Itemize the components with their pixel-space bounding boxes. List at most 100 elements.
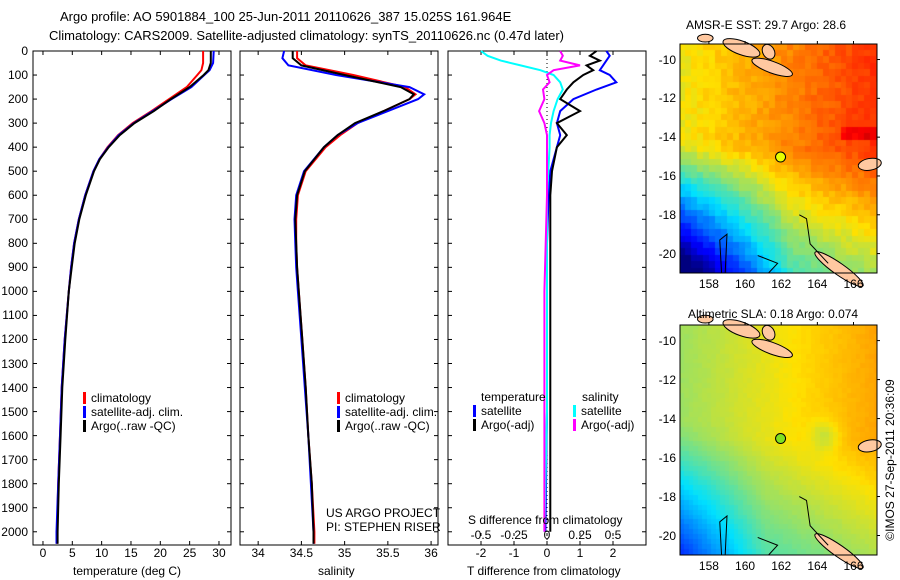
- y-tick-label: 1300: [1, 356, 28, 371]
- island-shape: [761, 324, 776, 341]
- legend-swatch-blue: [473, 405, 476, 417]
- sst-map-title: AMSR-E SST: 29.7 Argo: 28.6: [686, 18, 847, 32]
- legend-t-argo: Argo(-adj): [473, 418, 534, 432]
- y-tick-label: 1500: [1, 404, 28, 419]
- map-x-tick-label: 158: [698, 559, 719, 573]
- x2-tick-label: 0.25: [568, 528, 592, 542]
- map-y-tick-label: -10: [658, 52, 676, 67]
- imos-timestamp: ©IMOS 27-Sep-2011 20:36:09: [883, 379, 897, 541]
- bathymetry-contour: [799, 214, 829, 264]
- island-shape: [722, 319, 761, 339]
- profile-line-argo-raw-qc-: [56, 51, 212, 544]
- legend-label: satellite-adj. clim.: [345, 405, 438, 419]
- legend-climatology: climatology: [83, 391, 151, 405]
- y-tick-label: 800: [7, 236, 28, 251]
- map-x-tick-label: 162: [771, 559, 792, 573]
- legend-title-temperature: temperature: [481, 390, 546, 404]
- x2-tick-label: -0.5: [470, 528, 492, 542]
- y-tick-label: 1100: [2, 308, 28, 323]
- y-tick-label: 100: [7, 68, 28, 83]
- island-shape: [751, 338, 793, 359]
- legend-label: satellite: [481, 404, 522, 418]
- x-tick-label: 34: [251, 546, 265, 560]
- island-shape: [857, 439, 882, 453]
- island-shape: [857, 157, 882, 171]
- y-tick-label: 1700: [1, 452, 28, 467]
- legend-argo: Argo(..raw -QC): [83, 419, 176, 433]
- legend-climatology: climatology: [337, 391, 405, 405]
- island-shape: [814, 533, 864, 570]
- legend-swatch-black: [473, 419, 476, 431]
- y-tick-label: 600: [7, 188, 28, 203]
- x-tick-label: 5: [68, 546, 76, 560]
- map-y-tick-label: -16: [658, 450, 676, 465]
- bathymetry-contour: [757, 536, 779, 556]
- x-tick-label: 2: [609, 546, 617, 560]
- legend-satellite: satellite-adj. clim.: [337, 405, 437, 419]
- x-tick-label: 1: [576, 546, 584, 560]
- figure-title-line1: Argo profile: AO 5901884_100 25-Jun-2011…: [60, 9, 512, 24]
- y-tick-label: 400: [7, 140, 28, 155]
- y-tick-label: 1900: [1, 500, 28, 515]
- legend-label: Argo(..raw -QC): [91, 419, 176, 433]
- x-tick-label: 20: [153, 546, 167, 560]
- legend-satellite: satellite-adj. clim.: [83, 405, 183, 419]
- legend-label: Argo(-adj): [581, 418, 635, 432]
- y-tick-label: 900: [7, 260, 28, 275]
- legend-swatch-cyan: [573, 405, 576, 417]
- x2-tick-label: 0: [543, 528, 551, 542]
- legend-swatch-blue: [83, 406, 86, 418]
- x-tick-label: 35.5: [376, 546, 400, 560]
- legend-swatch-red: [337, 392, 340, 404]
- legend-label: satellite: [581, 404, 622, 418]
- map-y-tick-label: -10: [658, 333, 676, 348]
- map-y-tick-label: -16: [658, 168, 676, 183]
- bathymetry-contour: [719, 233, 728, 274]
- x-axis-label-temperature: temperature (deg C): [73, 564, 182, 578]
- x-tick-label: 25: [182, 546, 197, 560]
- legend-swatch-magenta: [573, 419, 576, 431]
- map-x-tick-label: 158: [698, 277, 719, 291]
- island-shape: [722, 38, 761, 58]
- legend-swatch-black: [337, 420, 340, 432]
- bathymetry-contour: [799, 496, 829, 546]
- y-tick-label: 1600: [1, 428, 28, 443]
- x-tick-label: 36: [424, 546, 438, 560]
- y-tick-label: 1400: [1, 380, 28, 395]
- x-tick-label: -2: [475, 546, 487, 560]
- map-x-tick-label: 160: [735, 559, 756, 573]
- x-tick-label: 30: [212, 546, 226, 560]
- x2-tick-label: 0.5: [604, 528, 622, 542]
- pi-annotation: PI: STEPHEN RISER: [326, 520, 441, 534]
- legend-label: Argo(..raw -QC): [345, 419, 430, 433]
- profile-line-salinity-satellite: [480, 50, 564, 532]
- legend-s-satellite: satellite: [573, 404, 622, 418]
- map-x-tick-label: 164: [807, 277, 828, 291]
- y-tick-label: 300: [7, 116, 28, 131]
- profile-line-satellite-adj-clim-: [55, 50, 215, 544]
- x-axis-label-salinity: salinity: [318, 564, 355, 578]
- bathymetry-contour: [719, 514, 728, 556]
- x-tick-label: 0: [543, 546, 551, 560]
- argo-location-marker: [775, 151, 787, 163]
- x2-tick-label: -0.25: [500, 528, 528, 542]
- legend-title-salinity: salinity: [582, 390, 619, 404]
- x-tick-label: 0: [39, 546, 47, 560]
- map-y-tick-label: -18: [658, 207, 676, 222]
- map-y-tick-label: -14: [658, 130, 676, 145]
- map-x-tick-label: 160: [735, 277, 756, 291]
- legend-swatch-blue: [337, 406, 340, 418]
- island-shape: [814, 251, 864, 288]
- island-shape: [761, 43, 776, 60]
- map-frame: [679, 324, 878, 556]
- island-shape: [751, 57, 793, 77]
- y-tick-label: 2000: [1, 524, 28, 539]
- profile-line-temperature-argo-adj-: [549, 50, 603, 532]
- legend-label: satellite-adj. clim.: [91, 405, 184, 419]
- map-x-tick-label: 164: [807, 559, 828, 573]
- y-tick-label: 1000: [1, 284, 28, 299]
- profile-line-salinity-argo-adj-: [538, 50, 581, 532]
- map-y-tick-label: -20: [658, 246, 676, 261]
- map-y-tick-label: -18: [658, 489, 676, 504]
